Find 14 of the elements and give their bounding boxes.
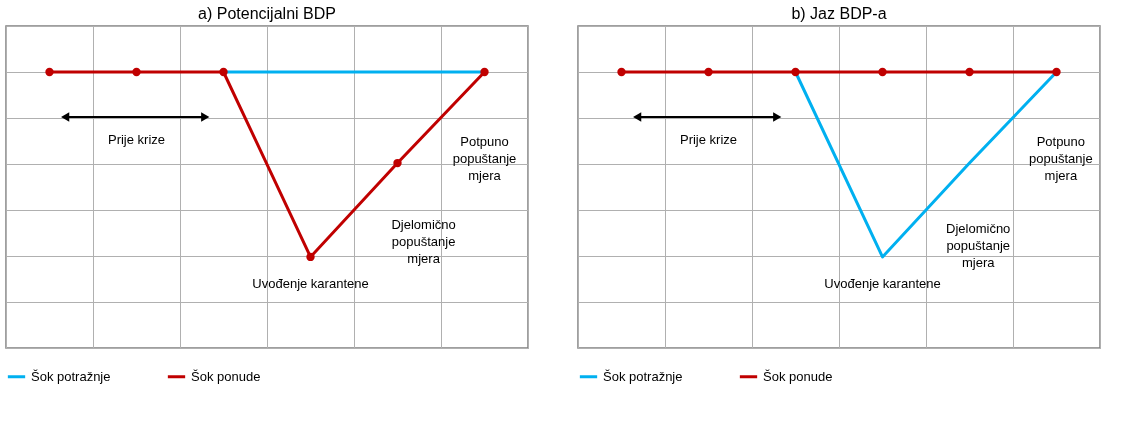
annotation: Prije krize (679, 131, 738, 147)
legend-label: Šok potražnje (31, 368, 111, 384)
annotation: Uvođenje karantene (824, 275, 941, 291)
chart-title: b) Jaz BDP-a (791, 5, 887, 22)
annotation: Potpuno popuštanje mjera (1029, 134, 1093, 184)
annotation: Djelomično popuštanje mjera (946, 221, 1011, 271)
legend-label: Šok ponude (763, 368, 833, 384)
legend-label: Šok ponude (191, 368, 261, 384)
annotation: Uvođenje karantene (252, 275, 369, 291)
chart-title: a) Potencijalni BDP (198, 5, 336, 22)
annotation: Potpuno popuštanje mjera (452, 134, 517, 184)
annotation: Djelomično popuštanje mjera (391, 216, 456, 266)
legend-label: Šok potražnje (603, 368, 683, 384)
annotation: Prije krize (107, 131, 166, 147)
